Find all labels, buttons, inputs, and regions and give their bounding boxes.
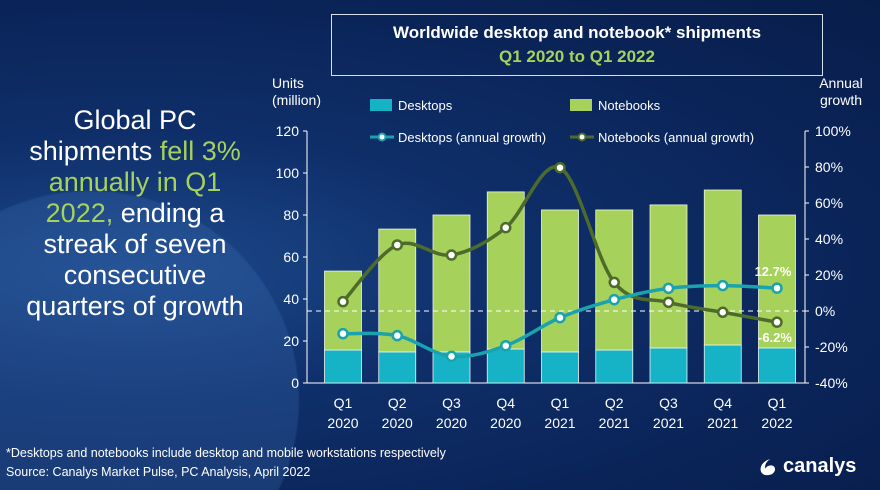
- x-tick-label: Q1: [768, 395, 787, 411]
- line-point: [608, 293, 620, 306]
- x-tick-label: 2022: [761, 415, 792, 431]
- bar-desktops: [324, 349, 362, 384]
- y2-tick-label: -20%: [815, 339, 848, 355]
- y-tick-label: 100: [276, 165, 300, 181]
- line-point: [662, 296, 675, 309]
- line-point: [554, 161, 566, 174]
- x-tick-label: Q4: [496, 395, 515, 411]
- bar-notebooks: [758, 214, 796, 349]
- x-tick-label: 2020: [490, 415, 521, 431]
- y-axis-title: Units (million): [272, 75, 321, 108]
- bar-desktops: [378, 351, 417, 384]
- logo-text: canalys: [783, 455, 857, 477]
- y-tick-label: 0: [291, 375, 299, 391]
- y2-tick-label: 100%: [815, 123, 851, 139]
- line-point: [717, 279, 729, 292]
- y-tick-label: 20: [283, 333, 299, 349]
- legend-label: Desktops (annual growth): [398, 130, 546, 145]
- y-tick-label: 80: [283, 207, 299, 223]
- line-point: [717, 306, 729, 319]
- bar-desktops: [703, 344, 742, 384]
- chart-title: Worldwide desktop and notebook* shipment…: [392, 23, 762, 42]
- y2-tick-label: 0%: [815, 303, 835, 319]
- line-point: [771, 316, 783, 328]
- headline-text-end: ending a streak of seven consecutive qua…: [26, 198, 244, 321]
- bar-notebooks: [486, 191, 525, 350]
- line-point: [500, 339, 512, 352]
- legend-label: Desktops: [398, 98, 453, 113]
- y2-tick-label: 80%: [815, 159, 843, 175]
- chart: 0 20 40 60 80 100 120 -40% -20% 0% 20% 40% 60% 80% 100…: [276, 98, 851, 431]
- line-point: [554, 311, 566, 324]
- x-tick-label: Q1: [551, 395, 570, 411]
- y-tick-label: 120: [276, 123, 300, 139]
- headline-highlight: fell 3% annually in Q1 2022,: [45, 136, 241, 228]
- x-tick-label: Q2: [605, 395, 624, 411]
- bar-notebooks: [703, 189, 742, 346]
- source: Source: Canalys Market Pulse, PC Analysi…: [6, 465, 311, 479]
- footnote: *Desktops and notebooks include desktop …: [6, 446, 446, 460]
- line-point: [445, 350, 458, 363]
- legend-swatch: [570, 99, 592, 111]
- x-tick-label: 2020: [382, 415, 413, 431]
- line-point: [662, 282, 675, 295]
- x-tick-label: 2020: [436, 415, 467, 431]
- x-tick-label: 2021: [653, 415, 684, 431]
- legend-label: Notebooks (annual growth): [598, 130, 754, 145]
- canalys-logo-icon: [760, 458, 776, 475]
- bar-desktops: [486, 348, 525, 384]
- x-tick-label: Q3: [659, 395, 678, 411]
- x-tick-label: Q1: [334, 395, 353, 411]
- headline: Global PC shipments fell 3% annually in …: [20, 105, 250, 322]
- line-point: [391, 329, 403, 342]
- x-tick-label: 2021: [599, 415, 630, 431]
- legend-swatch: [370, 99, 392, 111]
- y2-tick-label: -40%: [815, 375, 848, 391]
- bar-desktops: [595, 349, 634, 384]
- line-point: [391, 239, 403, 251]
- y2-tick-label: 60%: [815, 195, 843, 211]
- line-point: [337, 295, 349, 308]
- bar-notebooks: [541, 209, 579, 353]
- line-point: [445, 249, 458, 261]
- bar-desktops: [758, 347, 796, 384]
- bar-notebooks: [649, 204, 688, 349]
- line-point: [500, 221, 512, 234]
- y2-tick-label: 40%: [815, 231, 843, 247]
- chart-subtitle: Q1 2020 to Q1 2022: [499, 47, 655, 66]
- x-tick-label: Q2: [388, 395, 407, 411]
- legend-label: Notebooks: [598, 98, 661, 113]
- bar-desktops: [649, 347, 688, 384]
- line-point: [337, 327, 349, 340]
- y-tick-label: 40: [283, 291, 299, 307]
- bar-desktops: [541, 351, 579, 384]
- x-tick-label: 2020: [327, 415, 358, 431]
- legend-marker: [377, 132, 387, 142]
- bar-notebooks: [432, 214, 471, 353]
- y-tick-label: 60: [283, 249, 299, 265]
- y2-axis-title: Annual growth: [819, 75, 863, 108]
- data-label-notebooks-growth: -6.2%: [758, 330, 792, 345]
- canalys-logo: canalys: [758, 455, 856, 478]
- data-label-desktops-growth: 12.7%: [755, 264, 792, 279]
- legend-marker: [577, 132, 587, 142]
- x-tick-label: 2021: [707, 415, 738, 431]
- chart-title-box: Worldwide desktop and notebook* shipment…: [331, 14, 823, 76]
- x-tick-label: 2021: [544, 415, 575, 431]
- line-point: [608, 276, 620, 289]
- line-point: [771, 282, 783, 294]
- x-tick-label: Q4: [713, 395, 732, 411]
- y2-tick-label: 20%: [815, 267, 843, 283]
- x-tick-label: Q3: [442, 395, 461, 411]
- headline-text: Global PC shipments: [29, 105, 197, 166]
